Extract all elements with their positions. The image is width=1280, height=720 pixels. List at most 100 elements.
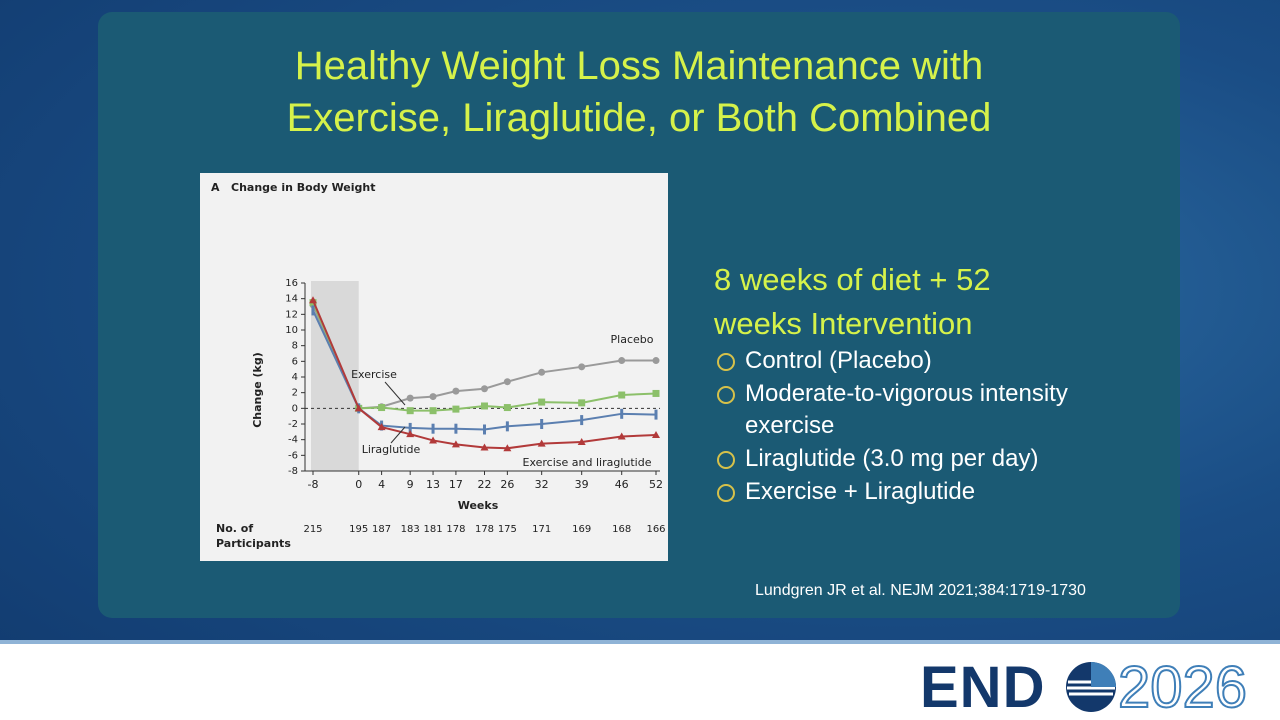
- marker: [481, 385, 488, 393]
- y-tick-label: -6: [288, 450, 298, 461]
- y-tick-label: -4: [288, 435, 298, 446]
- marker: [538, 398, 546, 406]
- marker: [429, 436, 438, 444]
- marker: [454, 423, 458, 434]
- series-annotation: Exercise: [351, 368, 397, 381]
- y-tick-label: -2: [288, 419, 298, 430]
- slide-title: Exercise, Liraglutide, or Both Combined: [286, 96, 992, 140]
- series-line: [312, 302, 657, 412]
- marker: [431, 423, 435, 434]
- marker: [537, 439, 546, 447]
- annotation-pointer: [390, 426, 406, 444]
- series-annotation: Placebo: [611, 333, 654, 346]
- participants-count: 166: [646, 524, 665, 535]
- bullet: Control (Placebo): [716, 345, 1136, 377]
- x-tick-label: 39: [575, 478, 589, 491]
- series-line: [312, 304, 656, 410]
- participants-count: 178: [446, 524, 465, 535]
- marker: [406, 407, 414, 415]
- marker: [620, 408, 624, 419]
- series-line: [312, 299, 657, 450]
- chart-title: Change in Body Weight: [231, 181, 376, 194]
- participants-count: 183: [401, 524, 420, 535]
- marker: [311, 305, 315, 316]
- participants-count: 187: [372, 524, 391, 535]
- marker: [503, 378, 511, 386]
- heading: 8 weeks of diet + 52 weeks Intervention: [714, 262, 991, 341]
- marker: [503, 444, 512, 452]
- participants-count: 181: [424, 524, 443, 535]
- marker: [406, 394, 414, 402]
- marker: [505, 421, 509, 432]
- marker: [429, 393, 437, 401]
- x-tick-label: 52: [649, 478, 663, 491]
- y-tick-label: -8: [288, 466, 298, 477]
- marker: [483, 424, 486, 435]
- x-tick-label: 32: [535, 478, 549, 491]
- x-tick-label: 13: [426, 478, 440, 491]
- marker: [481, 402, 488, 410]
- y-tick-label: 12: [285, 309, 298, 320]
- citation: Lundgren JR et al. NEJM 2021;384:1719-17…: [755, 582, 1086, 599]
- participants-label: No. of: [216, 522, 253, 535]
- marker: [378, 404, 386, 412]
- bullet: Liraglutide (3.0 mg per day): [716, 443, 1136, 475]
- y-tick-label: 0: [292, 403, 298, 414]
- series-line: [312, 309, 657, 431]
- footer: END 2026: [0, 640, 1280, 720]
- y-tick-label: 16: [285, 278, 298, 289]
- slide-title: Healthy Weight Loss Maintenance with: [294, 44, 984, 88]
- participants-count: 168: [612, 524, 631, 535]
- logo-text: 2026: [1117, 654, 1248, 720]
- marker: [503, 404, 511, 412]
- participants-count: 215: [303, 524, 322, 535]
- chart: A Change in Body Weight Change (kg) Week…: [211, 181, 666, 550]
- marker: [617, 432, 626, 440]
- series-annotation: Liraglutide: [362, 443, 421, 456]
- marker: [618, 357, 626, 365]
- marker: [354, 404, 363, 412]
- marker: [480, 443, 489, 451]
- marker: [578, 399, 586, 407]
- marker: [452, 387, 460, 395]
- participants-count: 175: [498, 524, 517, 535]
- marker: [538, 368, 546, 376]
- marker: [578, 363, 586, 371]
- x-tick-label: 22: [478, 478, 492, 491]
- y-tick-label: 6: [292, 356, 298, 367]
- marker: [540, 419, 544, 429]
- logo-text: END: [920, 655, 1046, 720]
- marker: [377, 423, 386, 431]
- y-axis-label: Change (kg): [251, 352, 264, 428]
- logo-globe: [1066, 662, 1116, 712]
- series-annotation: Exercise and liraglutide: [523, 456, 652, 469]
- bullet: Moderate-to-vigorous intensity exercise: [716, 378, 1136, 442]
- x-tick-label: 9: [407, 478, 414, 491]
- annotation-pointer: [384, 381, 406, 406]
- y-tick-label: 14: [285, 294, 298, 305]
- y-tick-label: 2: [292, 388, 298, 399]
- panel-label: A: [211, 181, 220, 194]
- marker: [652, 430, 660, 438]
- x-tick-label: 46: [615, 478, 629, 491]
- marker: [577, 438, 586, 446]
- marker: [451, 440, 460, 448]
- marker: [429, 407, 437, 415]
- marker: [452, 405, 460, 413]
- marker: [309, 296, 317, 304]
- marker: [652, 389, 660, 397]
- x-tick-label: 17: [449, 478, 463, 491]
- participants-label: Participants: [216, 537, 291, 550]
- x-tick-label: -8: [308, 478, 319, 491]
- marker: [652, 357, 660, 365]
- bullet: Exercise + Liraglutide: [716, 476, 1136, 508]
- chart-figure: A Change in Body Weight Change (kg) Week…: [200, 173, 668, 561]
- participants-count: 195: [349, 524, 368, 535]
- y-tick-label: 8: [292, 341, 298, 352]
- y-tick-label: 4: [292, 372, 298, 383]
- y-tick-label: 10: [285, 325, 298, 336]
- x-tick-label: 26: [500, 478, 514, 491]
- participants-count: 171: [532, 524, 551, 535]
- x-axis-label: Weeks: [458, 499, 499, 512]
